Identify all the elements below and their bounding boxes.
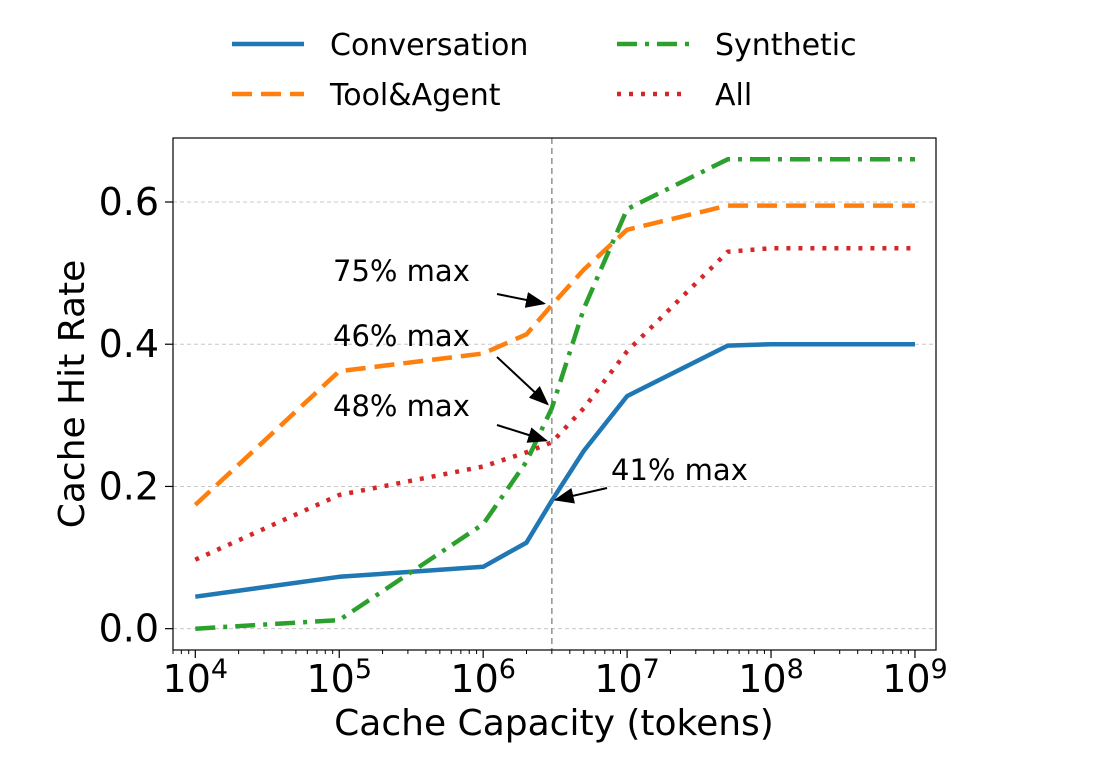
- series-line-synthetic: [195, 157, 915, 631]
- annotation-label: 41% max: [611, 453, 748, 487]
- series-line-tool-agent: [193, 203, 915, 507]
- series-line-all: [194, 245, 915, 562]
- y-axis-title: Cache Hit Rate: [52, 260, 93, 529]
- legend-label: Synthetic: [715, 28, 857, 63]
- x-axis-title: Cache Capacity (tokens): [334, 703, 774, 744]
- x-tick-label: 106: [450, 654, 516, 701]
- legend-label: All: [715, 78, 752, 113]
- y-tick-label: 0.6: [99, 180, 159, 224]
- y-tick-label: 0.2: [99, 464, 159, 508]
- annotation-label: 75% max: [333, 254, 470, 288]
- legend-label: Tool&Agent: [329, 78, 501, 113]
- legend-label: Conversation: [330, 28, 528, 63]
- y-tick-label: 0.0: [99, 607, 159, 651]
- annotation-arrow: [553, 487, 608, 504]
- plot-frame: [172, 137, 937, 651]
- series-layer: [193, 157, 915, 631]
- y-tick-label: 0.4: [99, 322, 159, 366]
- x-tick-label: 108: [738, 654, 804, 701]
- series-line-conversation: [194, 341, 915, 599]
- annotations: 75% max 46% max 48% max 41% max: [333, 254, 748, 504]
- annotation-arrow: [496, 356, 549, 406]
- annotation-arrow: [496, 292, 546, 308]
- annotation-label: 48% max: [333, 389, 470, 423]
- legend: Conversation Tool&Agent Synthetic All: [232, 28, 857, 113]
- grid: [173, 138, 936, 650]
- annotation-label: 46% max: [333, 319, 470, 353]
- x-tick-label: 105: [306, 654, 372, 701]
- x-tick-label: 107: [594, 654, 660, 701]
- ticks: 0.0 0.2 0.4 0.6 104 105 106 107 108 109: [99, 180, 948, 701]
- annotation-arrow: [496, 424, 549, 443]
- x-tick-label: 104: [163, 654, 229, 701]
- x-tick-label: 109: [882, 654, 948, 701]
